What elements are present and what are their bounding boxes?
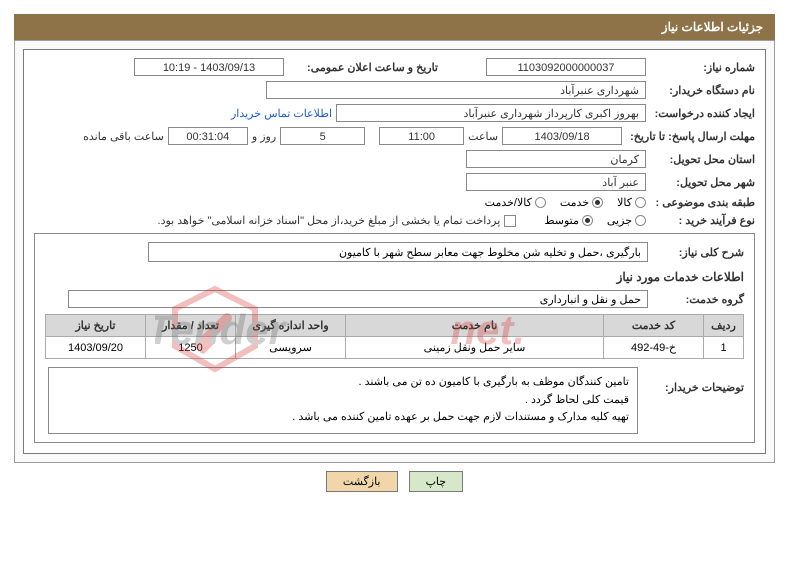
deadline-time-field: 11:00	[379, 127, 464, 145]
buyer-contact-link[interactable]: اطلاعات تماس خریدار	[231, 107, 332, 120]
row-need-number: شماره نیاز: 1103092000000037 تاریخ و ساع…	[34, 58, 755, 76]
td-need-date: 1403/09/20	[46, 337, 146, 359]
process-label: نوع فرآیند خرید :	[650, 214, 755, 227]
form-section: شماره نیاز: 1103092000000037 تاریخ و ساع…	[23, 49, 766, 454]
row-deadline: مهلت ارسال پاسخ: تا تاریخ: 1403/09/18 سا…	[34, 127, 755, 145]
th-unit: واحد اندازه گیری	[236, 315, 346, 337]
td-row: 1	[704, 337, 744, 359]
buyer-note-line2: قیمت کلی لحاظ گردد .	[57, 392, 629, 410]
need-desc-field: بارگیری ،حمل و تخلیه شن مخلوط جهت معابر …	[148, 242, 648, 262]
footer-buttons: چاپ بازگشت	[14, 471, 775, 492]
announce-dt-label: تاریخ و ساعت اعلان عمومی:	[288, 61, 438, 74]
svc-group-field: حمل و نقل و انبارداری	[68, 290, 648, 308]
outer-frame: شماره نیاز: 1103092000000037 تاریخ و ساع…	[14, 40, 775, 463]
buyer-notes-label: توضیحات خریدار:	[644, 367, 744, 394]
requester-label: ایجاد کننده درخواست:	[650, 107, 755, 120]
table-row: 1 خ-49-492 سایر حمل ونقل زمینی سرویسی 12…	[46, 337, 744, 359]
row-city: شهر محل تحویل: عنبر آباد	[34, 173, 755, 191]
td-name: سایر حمل ونقل زمینی	[346, 337, 604, 359]
th-qty: تعداد / مقدار	[146, 315, 236, 337]
radio-service[interactable]: خدمت	[560, 196, 603, 209]
radio-dot-goods-service	[535, 197, 546, 208]
buyer-note-line1: تامین کنندگان موظف به بارگیری با کامیون …	[57, 374, 629, 392]
radio-goods[interactable]: کالا	[617, 196, 646, 209]
page-title-bar: جزئیات اطلاعات نیاز	[14, 14, 775, 40]
table-header-row: ردیف کد خدمت نام خدمت واحد اندازه گیری ت…	[46, 315, 744, 337]
need-no-field: 1103092000000037	[486, 58, 646, 76]
days-remaining-field: 5	[280, 127, 365, 145]
announce-dt-field: 1403/09/13 - 10:19	[134, 58, 284, 76]
province-label: استان محل تحویل:	[650, 153, 755, 166]
remain-word: ساعت باقی مانده	[83, 130, 164, 143]
city-field: عنبر آباد	[466, 173, 646, 191]
row-classification: طبقه بندی موضوعی : کالا خدمت کالا/خدمت	[34, 196, 755, 209]
td-qty: 1250	[146, 337, 236, 359]
treasury-note: پرداخت تمام یا بخشی از مبلغ خرید،از محل …	[158, 214, 501, 227]
print-button[interactable]: چاپ	[409, 471, 464, 492]
radio-service-label: خدمت	[560, 196, 589, 209]
radio-goods-service-label: کالا/خدمت	[485, 196, 532, 209]
need-no-label: شماره نیاز:	[650, 61, 755, 74]
row-province: استان محل تحویل: کرمان	[34, 150, 755, 168]
th-name: نام خدمت	[346, 315, 604, 337]
radio-dot-goods	[635, 197, 646, 208]
radio-partial[interactable]: جزیی	[607, 214, 646, 227]
days-word: روز و	[252, 130, 276, 143]
requester-field: بهروز اکبری کارپرداز شهرداری عنبرآباد	[336, 104, 646, 122]
buyer-note-line3: تهیه کلیه مدارک و مستندات لازم جهت حمل ب…	[57, 409, 629, 427]
svc-info-title: اطلاعات خدمات مورد نیاز	[45, 270, 744, 284]
treasury-checkbox[interactable]	[504, 215, 516, 227]
buyer-notes-box: تامین کنندگان موظف به بارگیری با کامیون …	[48, 367, 638, 434]
radio-dot-medium	[582, 215, 593, 226]
radio-dot-partial	[635, 215, 646, 226]
buyer-org-field: شهرداری عنبرآباد	[266, 81, 646, 99]
class-label: طبقه بندی موضوعی :	[650, 196, 755, 209]
row-requester: ایجاد کننده درخواست: بهروز اکبری کارپردا…	[34, 104, 755, 122]
city-label: شهر محل تحویل:	[650, 176, 755, 189]
need-desc-label: شرح کلی نیاز:	[654, 246, 744, 259]
countdown-field: 00:31:04	[168, 127, 248, 145]
class-radio-group: کالا خدمت کالا/خدمت	[485, 196, 646, 209]
need-details-section: شرح کلی نیاز: بارگیری ،حمل و تخلیه شن مخ…	[34, 233, 755, 443]
row-svc-group: گروه خدمت: حمل و نقل و انبارداری	[45, 290, 744, 308]
buyer-org-label: نام دستگاه خریدار:	[650, 84, 755, 97]
row-need-desc: شرح کلی نیاز: بارگیری ،حمل و تخلیه شن مخ…	[45, 242, 744, 262]
radio-medium-label: متوسط	[544, 214, 579, 227]
province-field: کرمان	[466, 150, 646, 168]
radio-medium[interactable]: متوسط	[544, 214, 593, 227]
process-radio-group: جزیی متوسط	[544, 214, 646, 227]
radio-partial-label: جزیی	[607, 214, 632, 227]
th-row: ردیف	[704, 315, 744, 337]
radio-dot-service	[592, 197, 603, 208]
deadline-label: مهلت ارسال پاسخ: تا تاریخ:	[626, 130, 755, 143]
page-title: جزئیات اطلاعات نیاز	[662, 20, 763, 34]
services-table: ردیف کد خدمت نام خدمت واحد اندازه گیری ت…	[45, 314, 744, 359]
radio-goods-label: کالا	[617, 196, 632, 209]
th-need-date: تاریخ نیاز	[46, 315, 146, 337]
back-button[interactable]: بازگشت	[326, 471, 398, 492]
row-buyer-org: نام دستگاه خریدار: شهرداری عنبرآباد	[34, 81, 755, 99]
row-process: نوع فرآیند خرید : جزیی متوسط پرداخت تمام…	[34, 214, 755, 227]
th-code: کد خدمت	[604, 315, 704, 337]
deadline-date-field: 1403/09/18	[502, 127, 622, 145]
svc-group-label: گروه خدمت:	[654, 293, 744, 306]
time-word: ساعت	[468, 130, 498, 143]
radio-goods-service[interactable]: کالا/خدمت	[485, 196, 546, 209]
td-code: خ-49-492	[604, 337, 704, 359]
td-unit: سرویسی	[236, 337, 346, 359]
buyer-notes-wrap: توضیحات خریدار: تامین کنندگان موظف به با…	[45, 367, 744, 434]
